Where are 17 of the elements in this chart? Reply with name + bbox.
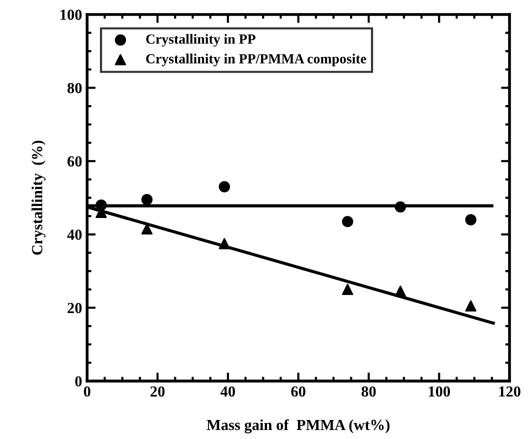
x-tick-label: 60: [291, 386, 306, 397]
y-tick-label: 80: [67, 82, 82, 94]
y-axis-title: Crystallinity (%): [32, 140, 46, 255]
x-tick-label: 0: [84, 386, 90, 397]
x-tick-label: 120: [499, 386, 520, 397]
y-tick-label: 60: [68, 156, 82, 167]
y-tick-label: 0: [75, 376, 82, 387]
x-tick-label: 80: [362, 386, 376, 397]
legend-label: Crystallinity in PP: [146, 34, 256, 47]
x-tick-label: 40: [220, 386, 235, 397]
y-tick-label: 100: [60, 10, 82, 20]
x-axis-title: Mass gain of PMMA (wt%): [206, 419, 390, 434]
x-tick-label: 100: [428, 386, 450, 397]
y-tick-label: 20: [68, 302, 82, 314]
legend-label: Crystallinity in PP/PMMA composite: [146, 54, 366, 66]
x-tick-label: 20: [150, 386, 165, 397]
y-tick-label: 40: [67, 230, 82, 240]
